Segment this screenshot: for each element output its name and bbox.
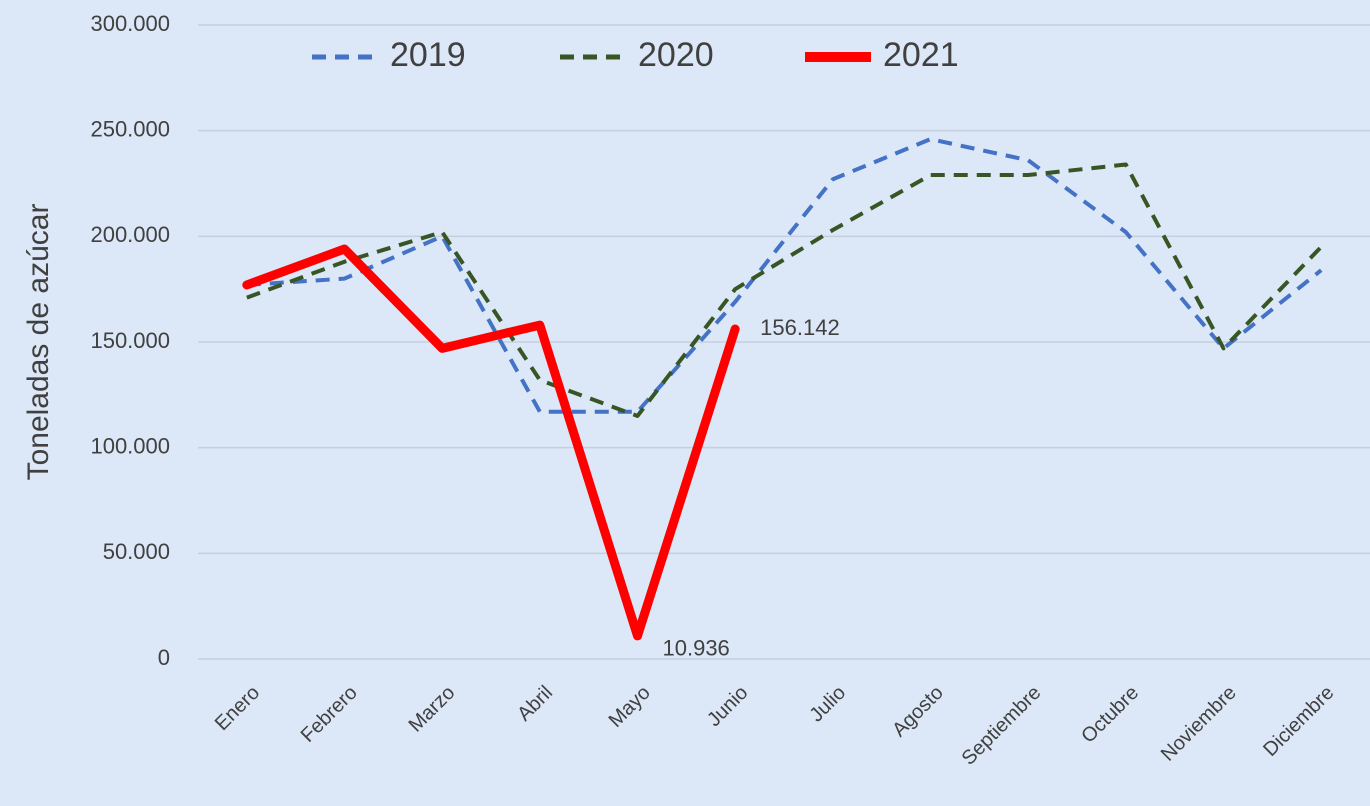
series-line (242, 244, 740, 641)
y-tick-label: 200.000 (90, 222, 170, 247)
legend-label: 2020 (638, 36, 714, 74)
data-label: 156.142 (760, 315, 840, 340)
y-tick-label: 0 (158, 645, 170, 670)
y-tick-label: 250.000 (90, 116, 170, 141)
legend-label: 2021 (883, 36, 959, 74)
data-label: 10.936 (663, 636, 730, 661)
legend-label: 2019 (390, 36, 466, 74)
y-tick-label: 300.000 (90, 11, 170, 36)
y-tick-label: 150.000 (90, 328, 170, 353)
series-line (246, 162, 1323, 418)
y-axis-label: Toneladas de azúcar (22, 204, 55, 481)
y-tick-label: 50.000 (103, 539, 170, 564)
y-tick-label: 100.000 (90, 433, 170, 458)
series-line (246, 137, 1323, 414)
